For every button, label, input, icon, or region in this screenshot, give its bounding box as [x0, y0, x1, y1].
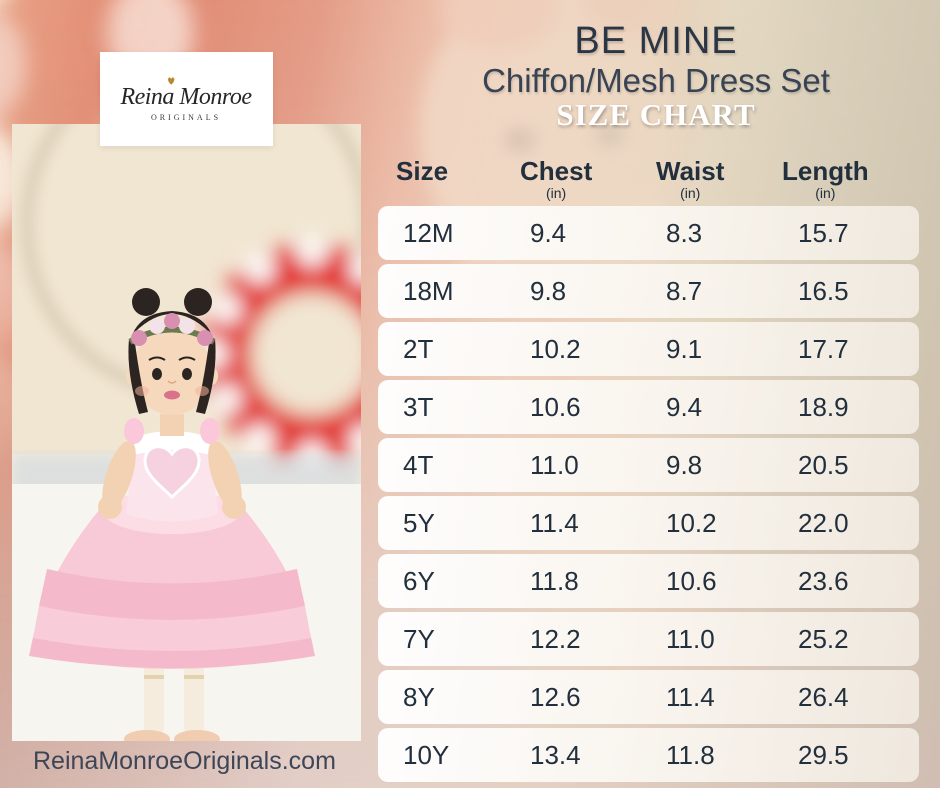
- svg-text:ORIGINALS: ORIGINALS: [151, 113, 221, 122]
- svg-text:Reina Monroe: Reina Monroe: [119, 84, 252, 110]
